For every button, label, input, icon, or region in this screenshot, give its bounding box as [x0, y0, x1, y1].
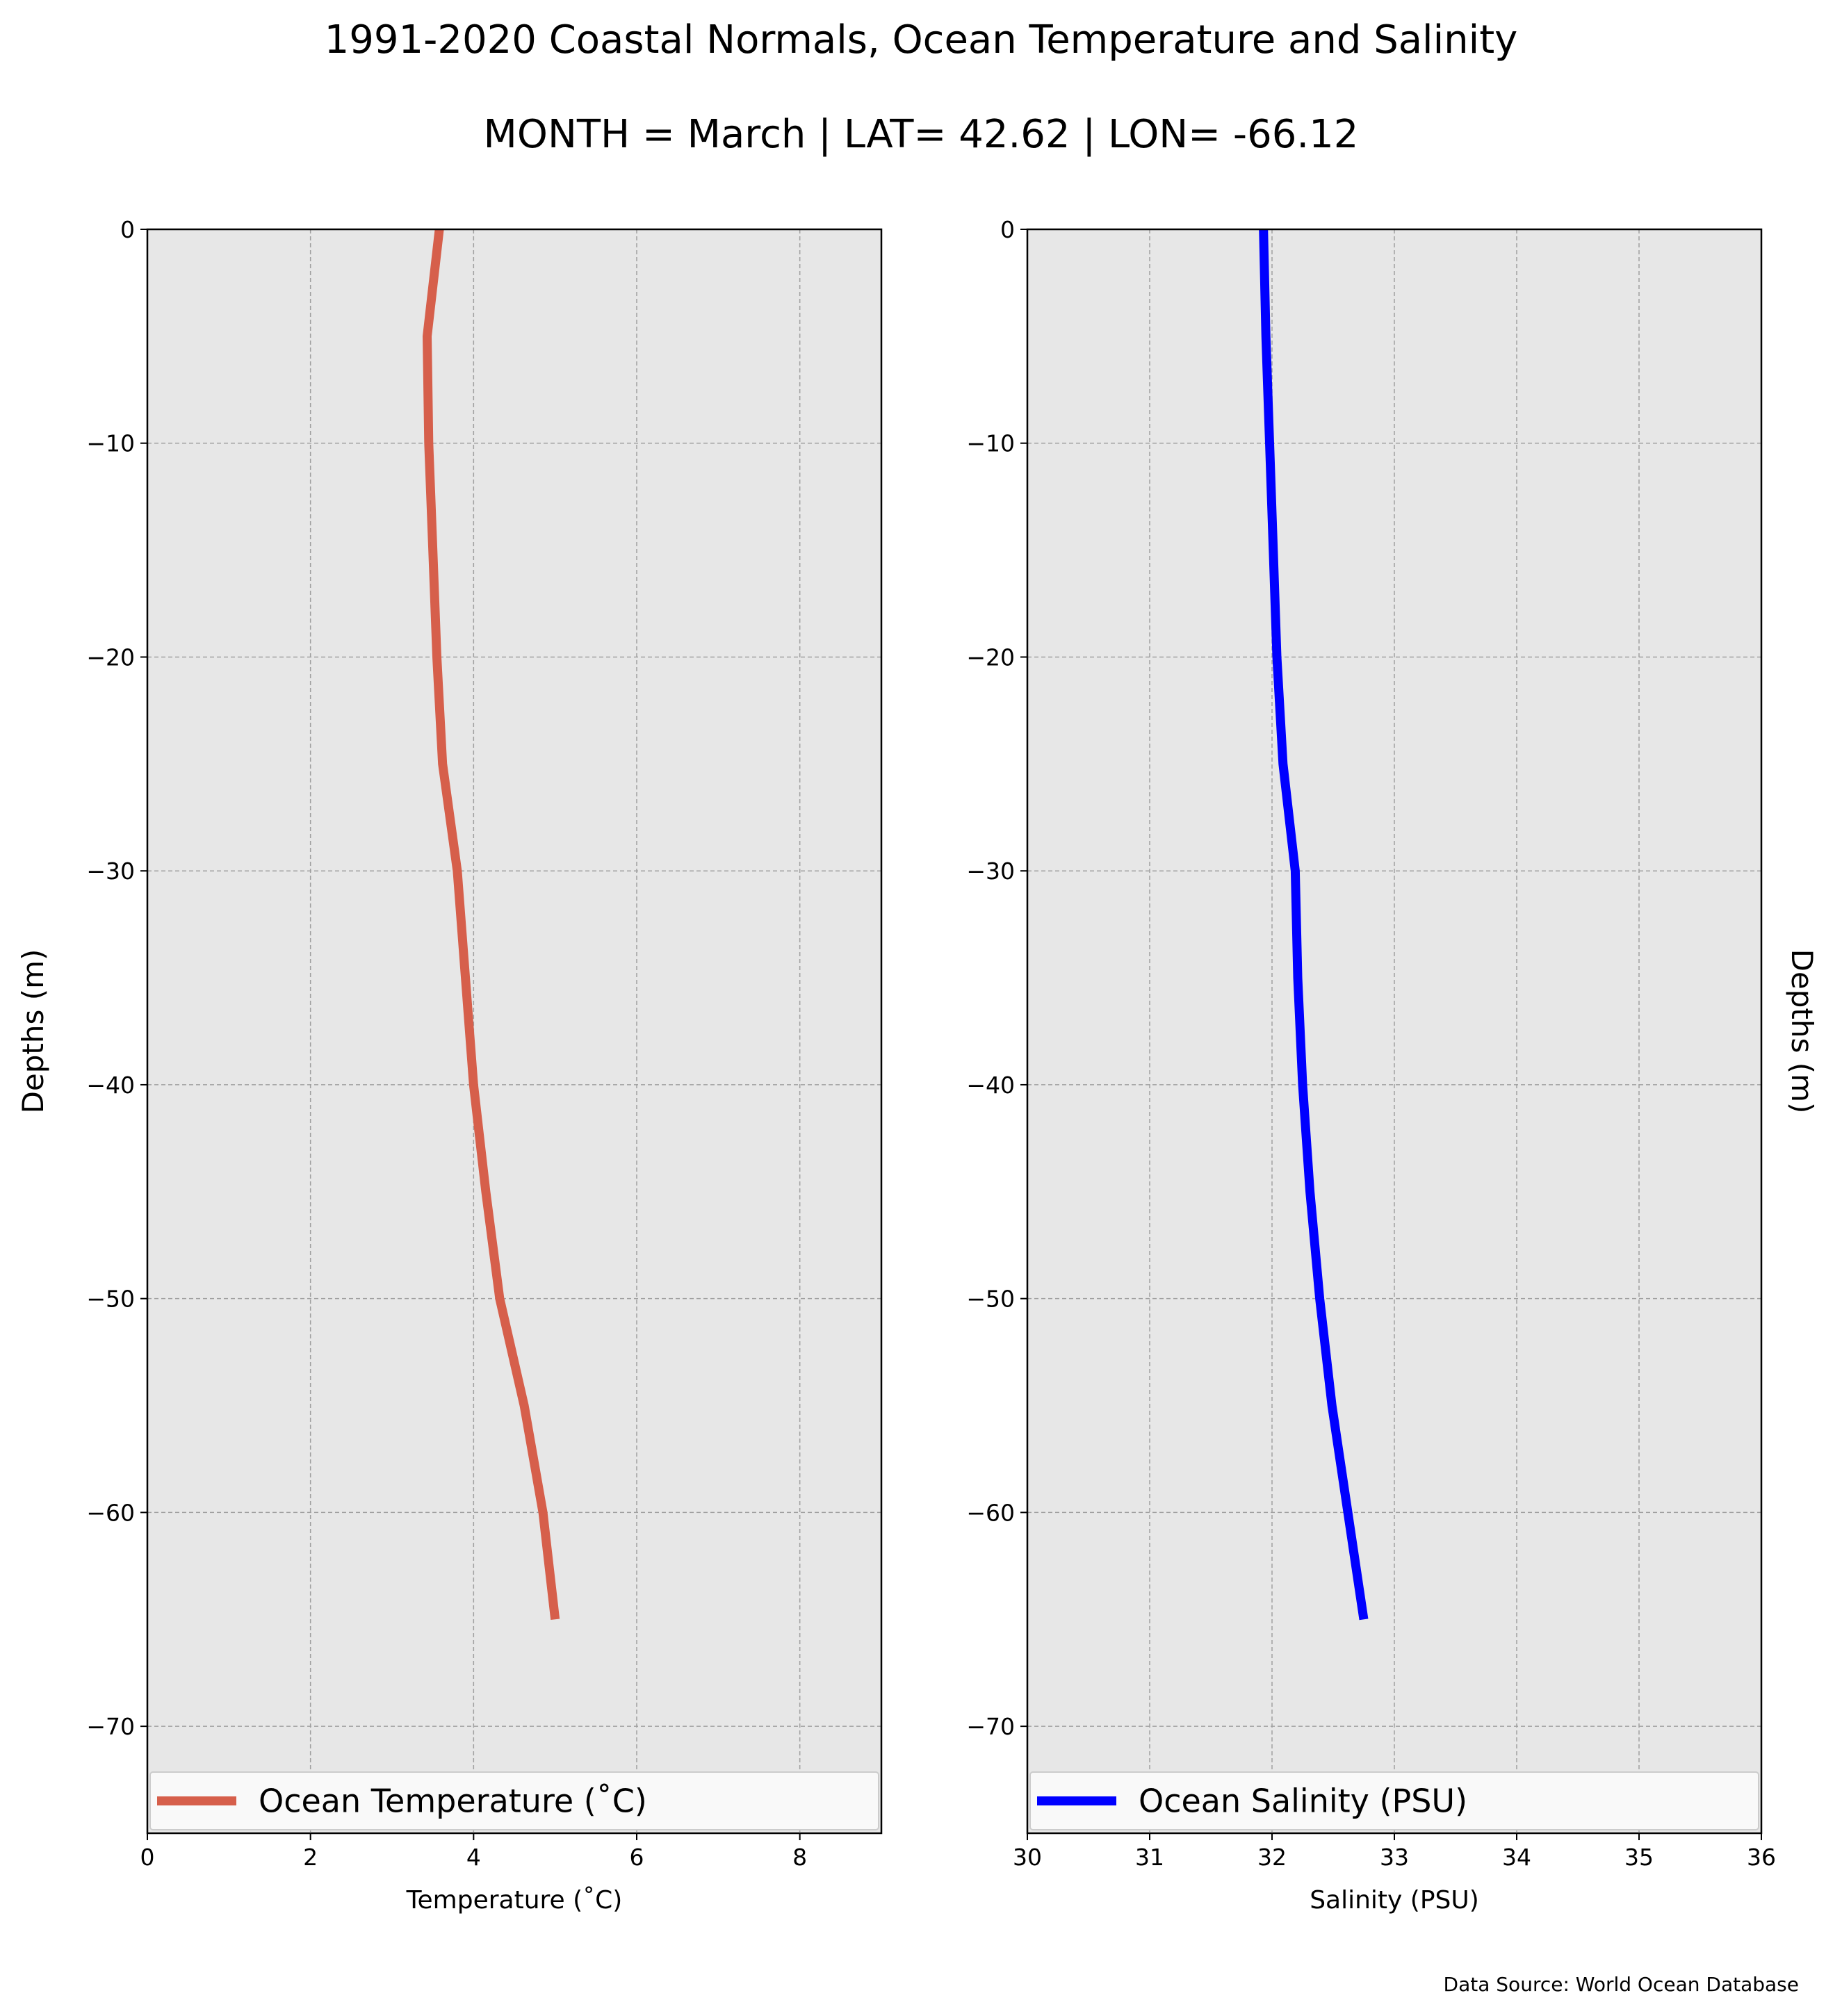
y-tick-label: −30 — [966, 858, 1015, 885]
y-tick-label: −60 — [86, 1499, 135, 1526]
data-source-note: Data Source: World Ocean Database — [1444, 1973, 1799, 1996]
x-axis-label: Salinity (PSU) — [1310, 1886, 1479, 1915]
y-tick-label: −50 — [966, 1286, 1015, 1313]
y-tick-label: −10 — [966, 430, 1015, 457]
y-tick-label: 0 — [1000, 216, 1015, 243]
figure-subtitle: MONTH = March | LAT= 42.62 | LON= -66.12 — [484, 112, 1359, 157]
x-tick-label: 33 — [1380, 1844, 1409, 1871]
y-tick-label: −30 — [86, 858, 135, 885]
y-tick-label: −40 — [966, 1072, 1015, 1099]
y-axis-label: Depths (m) — [16, 949, 50, 1114]
y-tick-label: −50 — [86, 1286, 135, 1313]
y-tick-label: −20 — [86, 644, 135, 671]
series-line-salinity — [1259, 229, 1369, 1621]
chart-panel-temperature: Ocean Temperature (˚C) 0 2 4 6 8 0 −10 −20 −30 −40… — [16, 216, 883, 1915]
y-tick-label: 0 — [120, 216, 135, 243]
figure-title: 1991-2020 Coastal Normals, Ocean Tempera… — [325, 17, 1518, 63]
y-tick-label: −20 — [966, 644, 1015, 671]
x-axis-label: Temperature (˚C) — [406, 1886, 623, 1915]
x-tick-label: 31 — [1135, 1844, 1164, 1871]
x-tick-label: 36 — [1747, 1844, 1776, 1871]
x-tick-label: 35 — [1624, 1844, 1654, 1871]
legend-label: Ocean Temperature (˚C) — [259, 1783, 647, 1820]
y-axis-label: Depths (m) — [1785, 949, 1819, 1114]
x-tick-label: 4 — [466, 1844, 481, 1871]
x-tick-label: 0 — [140, 1844, 155, 1871]
chart-panel-salinity: Ocean Salinity (PSU) 30 31 32 33 34 35 36 0 −10 −2… — [966, 216, 1819, 1915]
legend-label: Ocean Salinity (PSU) — [1139, 1783, 1467, 1820]
x-tick-label: 34 — [1502, 1844, 1531, 1871]
legend-box — [1029, 1771, 1759, 1830]
panels: Ocean Temperature (˚C) 0 2 4 6 8 0 −10 −20 −30 −40… — [16, 216, 1819, 1915]
x-tick-label: 6 — [630, 1844, 644, 1871]
axes-frame — [146, 228, 883, 1835]
legend-box — [149, 1771, 879, 1830]
x-tick-label: 32 — [1257, 1844, 1287, 1871]
plot-area — [147, 229, 881, 1833]
y-tick-label: −70 — [86, 1713, 135, 1740]
series-line-temperature — [422, 229, 560, 1621]
y-tick-label: −40 — [86, 1072, 135, 1099]
y-tick-label: −70 — [966, 1713, 1015, 1740]
y-tick-label: −10 — [86, 430, 135, 457]
x-tick-label: 8 — [792, 1844, 807, 1871]
x-tick-label: 2 — [303, 1844, 318, 1871]
y-tick-label: −60 — [966, 1499, 1015, 1526]
x-tick-label: 30 — [1013, 1844, 1042, 1871]
